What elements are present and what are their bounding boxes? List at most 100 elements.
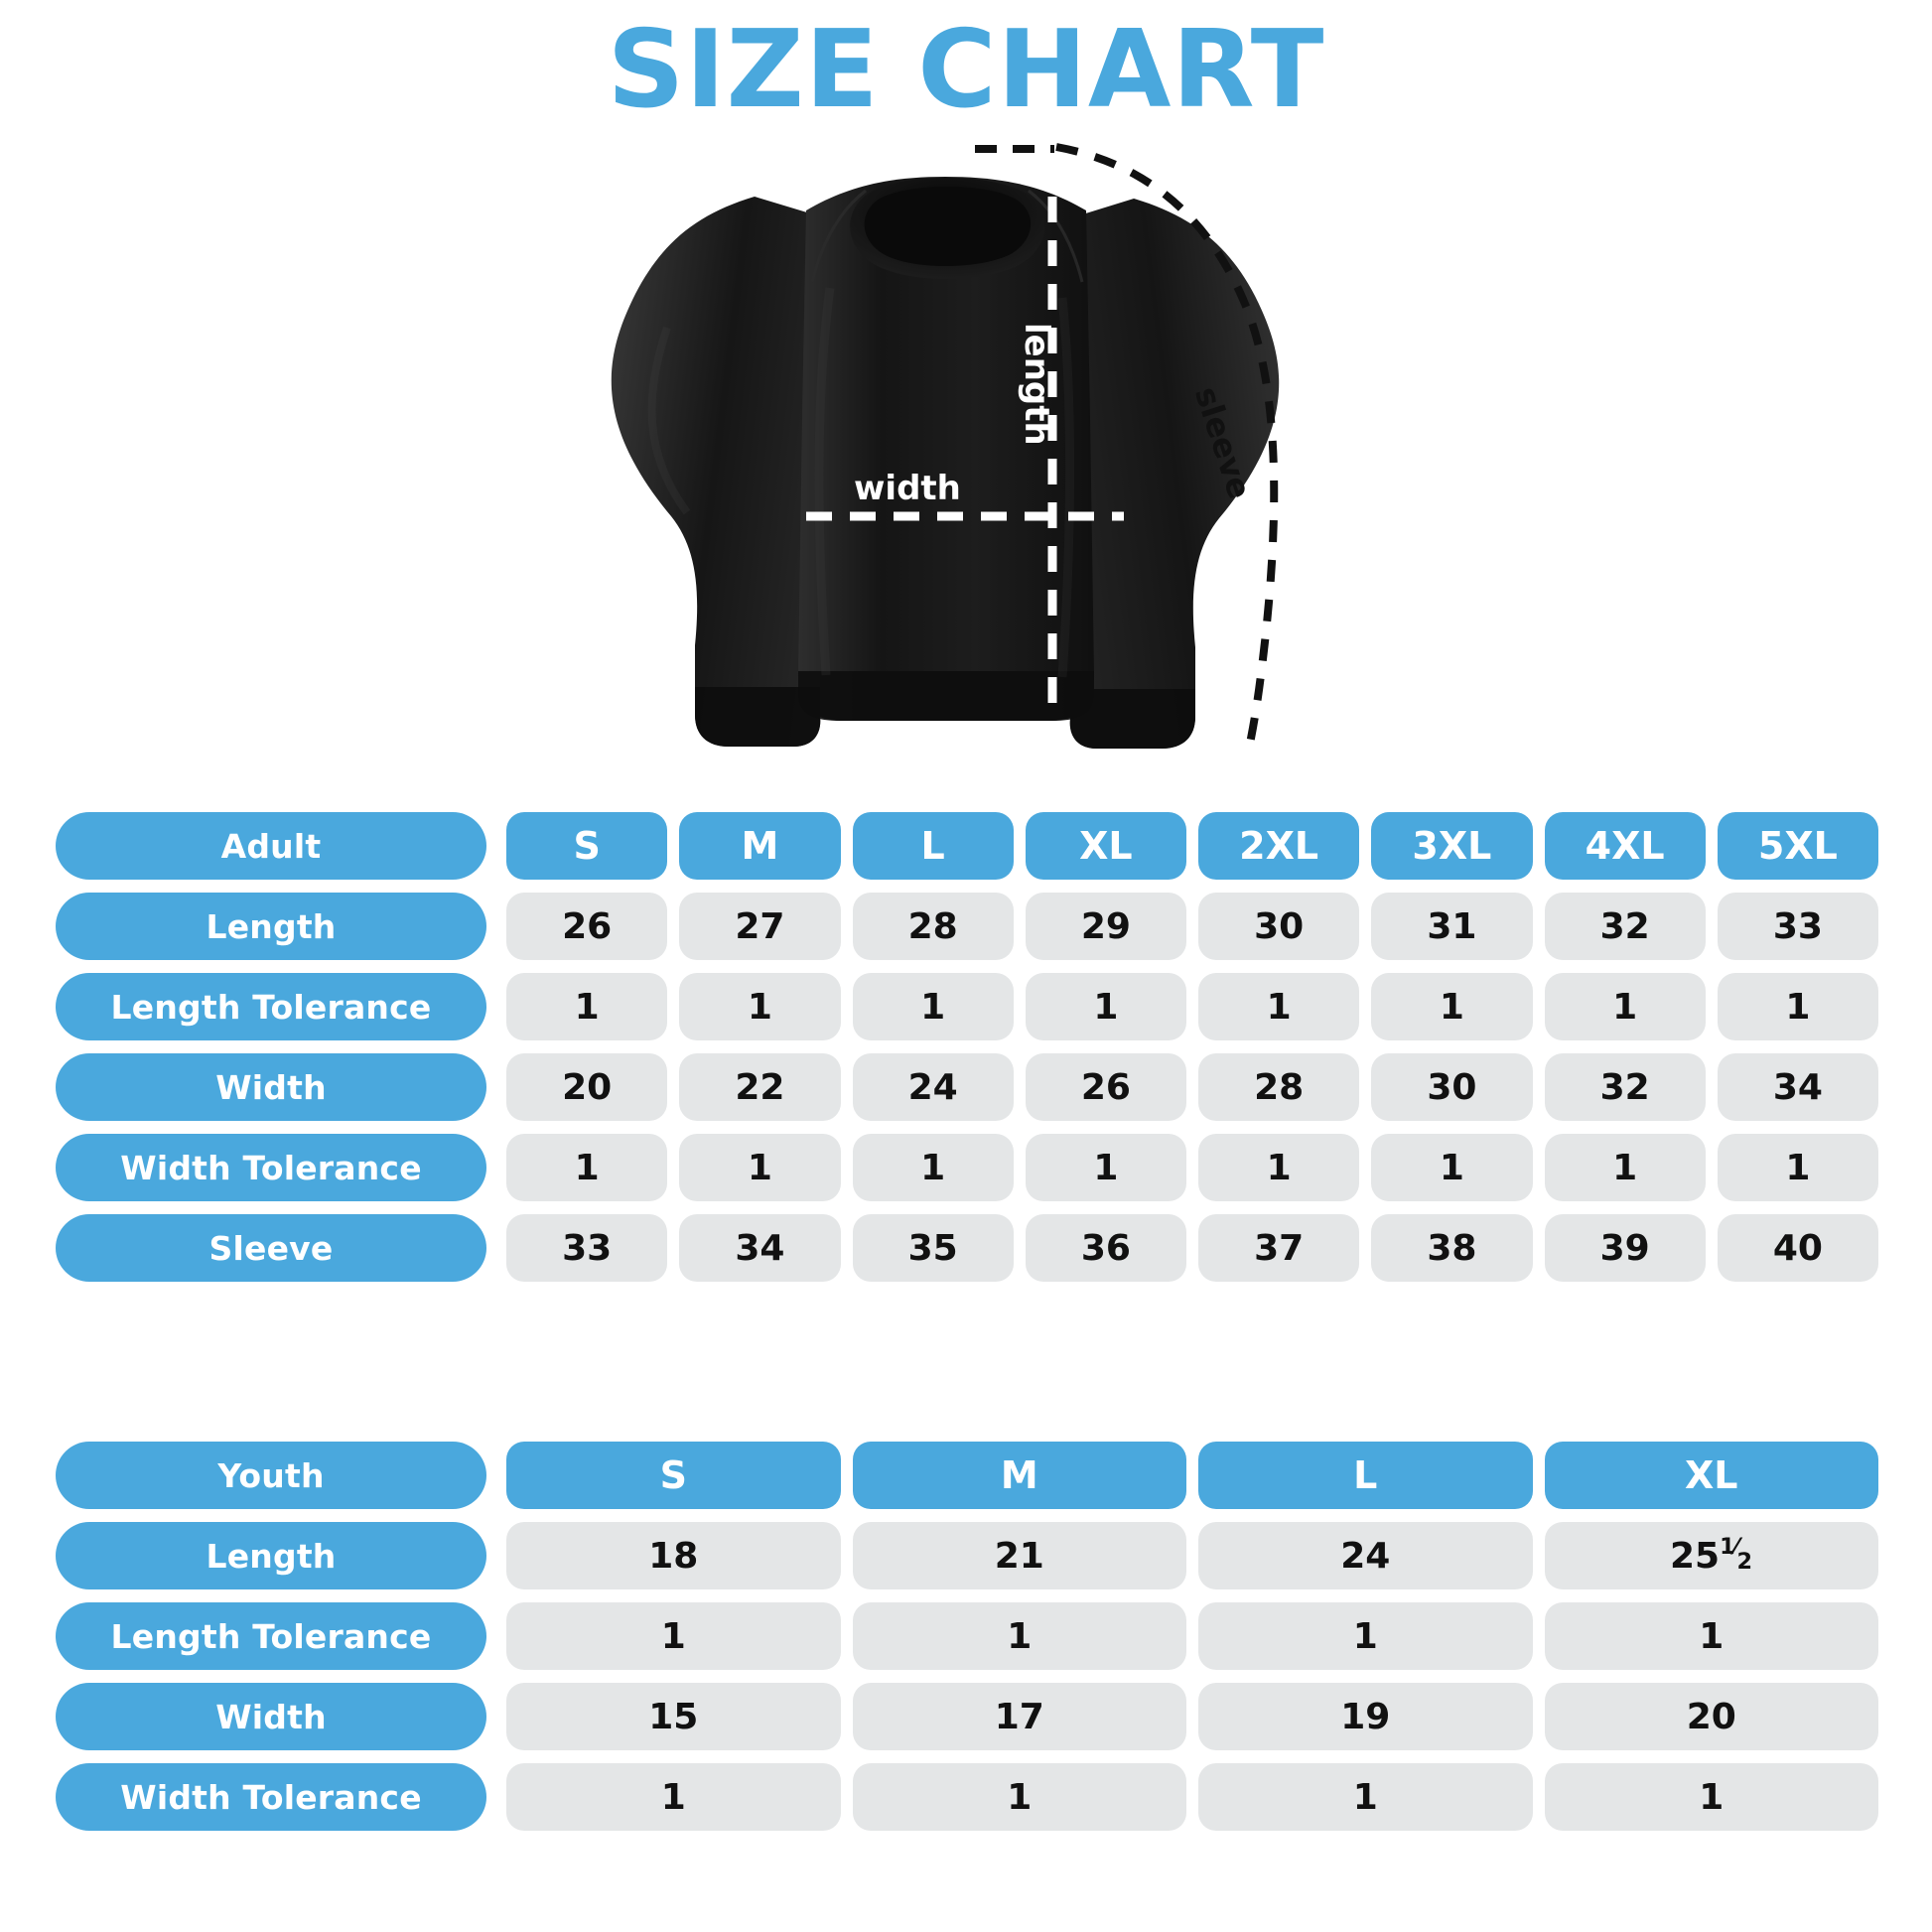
row-label-sleeve: Sleeve	[56, 1214, 486, 1282]
adult-col-2xl[interactable]: 2XL	[1198, 812, 1360, 880]
right-cuff	[1069, 689, 1195, 749]
cell-youth-lentol-xl: 1	[1544, 1602, 1878, 1670]
adult-width-cells: 20 22 24 26 28 30 32 34	[506, 1053, 1878, 1121]
cell-adult-widtol-3xl: 1	[1371, 1134, 1533, 1201]
row-label-length: Length	[56, 893, 486, 960]
table-row: Width Tolerance 1 1 1 1 1 1 1 1	[56, 1134, 1878, 1201]
row-label-youth-width: Width	[56, 1683, 486, 1750]
cell-adult-sleeve-2xl: 37	[1198, 1214, 1360, 1282]
cell-adult-width-m: 22	[679, 1053, 841, 1121]
table-row: Width 15 17 19 20	[56, 1683, 1878, 1750]
width-label: width	[854, 469, 961, 508]
adult-col-5xl[interactable]: 5XL	[1717, 812, 1878, 880]
youth-col-l[interactable]: L	[1198, 1442, 1533, 1509]
adult-size-table: Adult S M L XL 2XL 3XL 4XL 5XL Length 26…	[56, 812, 1878, 1282]
adult-col-m[interactable]: M	[679, 812, 841, 880]
cell-youth-length-s: 18	[506, 1522, 841, 1589]
cell-adult-length-5xl: 33	[1717, 893, 1878, 960]
youth-col-xl[interactable]: XL	[1544, 1442, 1878, 1509]
page-title: SIZE CHART	[607, 8, 1325, 132]
cell-youth-length-m: 21	[852, 1522, 1186, 1589]
table-row: Length Tolerance 1 1 1 1 1 1 1 1	[56, 973, 1878, 1040]
cell-adult-widtol-4xl: 1	[1544, 1134, 1706, 1201]
sleeve-dashed-line	[1055, 143, 1279, 750]
cell-adult-widtol-2xl: 1	[1198, 1134, 1360, 1201]
adult-col-3xl[interactable]: 3XL	[1371, 812, 1533, 880]
fabric-fold-left-sleeve	[647, 326, 691, 515]
cell-youth-length-xl: 25 1⁄2	[1544, 1522, 1878, 1589]
right-sleeve	[1050, 199, 1280, 749]
cell-youth-widtol-s: 1	[506, 1763, 841, 1831]
cell-adult-sleeve-xl: 36	[1025, 1214, 1186, 1282]
cell-youth-widtol-l: 1	[1198, 1763, 1533, 1831]
cell-adult-length-xl: 29	[1025, 893, 1186, 960]
cell-adult-lentol-2xl: 1	[1198, 973, 1360, 1040]
cell-adult-sleeve-m: 34	[679, 1214, 841, 1282]
cell-adult-width-3xl: 30	[1371, 1053, 1533, 1121]
youth-col-s[interactable]: S	[506, 1442, 841, 1509]
cell-adult-lentol-3xl: 1	[1371, 973, 1533, 1040]
cell-adult-length-l: 28	[852, 893, 1014, 960]
adult-length-tolerance-cells: 1 1 1 1 1 1 1 1	[506, 973, 1878, 1040]
waist-ribbing	[798, 671, 1094, 721]
row-label-youth-width-tolerance: Width Tolerance	[56, 1763, 486, 1831]
cell-adult-lentol-5xl: 1	[1717, 973, 1878, 1040]
adult-sleeve-cells: 33 34 35 36 37 38 39 40	[506, 1214, 1878, 1282]
adult-col-l[interactable]: L	[852, 812, 1014, 880]
row-label-youth-length: Length	[56, 1522, 486, 1589]
youth-length-tolerance-cells: 1 1 1 1	[506, 1602, 1878, 1670]
cell-adult-length-s: 26	[506, 893, 668, 960]
youth-header-row: Youth S M L XL	[56, 1442, 1878, 1509]
cell-adult-width-l: 24	[852, 1053, 1014, 1121]
fabric-highlight-right	[1057, 297, 1075, 678]
adult-length-cells: 26 27 28 29 30 31 32 33	[506, 893, 1878, 960]
cell-adult-length-m: 27	[679, 893, 841, 960]
adult-header-cells: S M L XL 2XL 3XL 4XL 5XL	[506, 812, 1878, 880]
cell-youth-lentol-s: 1	[506, 1602, 841, 1670]
cell-adult-width-xl: 26	[1025, 1053, 1186, 1121]
table-row: Length Tolerance 1 1 1 1	[56, 1602, 1878, 1670]
adult-col-4xl[interactable]: 4XL	[1544, 812, 1706, 880]
cell-adult-width-5xl: 34	[1717, 1053, 1878, 1121]
youth-col-m[interactable]: M	[852, 1442, 1186, 1509]
table-row: Length 18 21 24 25 1⁄2	[56, 1522, 1878, 1589]
cell-youth-lentol-l: 1	[1198, 1602, 1533, 1670]
youth-width-cells: 15 17 19 20	[506, 1683, 1878, 1750]
youth-length-cells: 18 21 24 25 1⁄2	[506, 1522, 1878, 1589]
cell-adult-widtol-l: 1	[852, 1134, 1014, 1201]
adult-table-label: Adult	[56, 812, 486, 880]
row-label-width: Width	[56, 1053, 486, 1121]
cell-adult-sleeve-s: 33	[506, 1214, 668, 1282]
cell-adult-lentol-xl: 1	[1025, 973, 1186, 1040]
cell-youth-width-xl: 20	[1544, 1683, 1878, 1750]
adult-col-xl[interactable]: XL	[1025, 812, 1186, 880]
length-label: length	[1017, 323, 1056, 446]
collar-inner	[864, 187, 1032, 266]
cell-adult-widtol-xl: 1	[1025, 1134, 1186, 1201]
cell-adult-length-2xl: 30	[1198, 893, 1360, 960]
cell-youth-lentol-m: 1	[852, 1602, 1186, 1670]
cell-youth-widtol-m: 1	[852, 1763, 1186, 1831]
cell-adult-widtol-s: 1	[506, 1134, 668, 1201]
cell-adult-sleeve-4xl: 39	[1544, 1214, 1706, 1282]
youth-width-tolerance-cells: 1 1 1 1	[506, 1763, 1878, 1831]
youth-table-label: Youth	[56, 1442, 486, 1509]
cell-adult-length-4xl: 32	[1544, 893, 1706, 960]
youth-header-cells: S M L XL	[506, 1442, 1878, 1509]
adult-width-tolerance-cells: 1 1 1 1 1 1 1 1	[506, 1134, 1878, 1201]
left-sleeve	[611, 197, 840, 747]
cell-adult-width-2xl: 28	[1198, 1053, 1360, 1121]
left-shoulder-seam	[810, 189, 867, 283]
sweatshirt-svg	[611, 143, 1280, 750]
garment-body	[798, 177, 1094, 721]
cell-youth-width-m: 17	[852, 1683, 1186, 1750]
cell-adult-sleeve-3xl: 38	[1371, 1214, 1533, 1282]
row-label-youth-length-tolerance: Length Tolerance	[56, 1602, 486, 1670]
row-label-width-tolerance: Width Tolerance	[56, 1134, 486, 1201]
adult-col-s[interactable]: S	[506, 812, 668, 880]
cell-adult-length-3xl: 31	[1371, 893, 1533, 960]
cell-adult-lentol-s: 1	[506, 973, 668, 1040]
garment-illustration: width length sleeve	[0, 119, 1932, 794]
cell-adult-width-s: 20	[506, 1053, 668, 1121]
